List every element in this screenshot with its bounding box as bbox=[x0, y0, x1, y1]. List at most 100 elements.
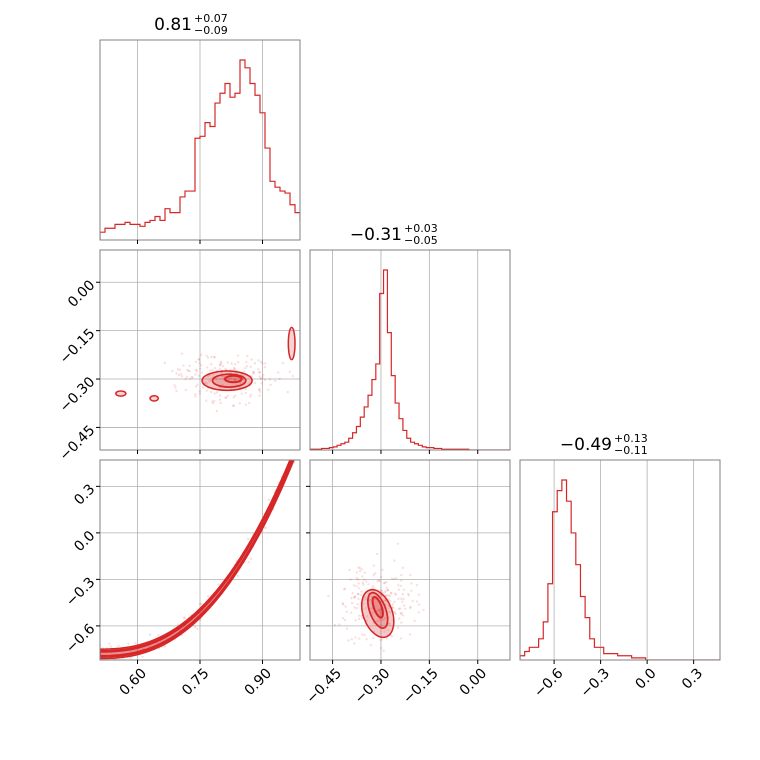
histogram-0 bbox=[100, 59, 300, 240]
sample-point bbox=[376, 619, 379, 622]
sample-point bbox=[184, 377, 187, 381]
sample-point bbox=[293, 450, 295, 452]
panel-title-plus-2: +0.13 bbox=[614, 432, 648, 445]
sample-point bbox=[381, 568, 384, 572]
histogram-group-1 bbox=[310, 269, 510, 450]
sample-point bbox=[398, 617, 401, 620]
contour-level-5 bbox=[287, 326, 296, 361]
sample-point bbox=[141, 655, 144, 658]
sample-point bbox=[367, 582, 370, 586]
sample-point bbox=[186, 368, 189, 372]
sample-point bbox=[198, 361, 201, 365]
sample-point bbox=[393, 559, 396, 562]
sample-point bbox=[341, 602, 344, 605]
sample-point bbox=[409, 573, 412, 577]
sample-point bbox=[193, 625, 197, 629]
sample-point bbox=[191, 376, 194, 379]
sample-point bbox=[372, 564, 376, 567]
sample-point bbox=[214, 377, 217, 381]
sample-point bbox=[215, 391, 219, 394]
sample-point bbox=[259, 377, 262, 380]
sample-point bbox=[253, 381, 257, 385]
scatter-panel-1-0 bbox=[115, 326, 296, 413]
sample-point bbox=[224, 396, 227, 399]
sample-point bbox=[211, 401, 215, 405]
panel-grid-1-1 bbox=[332, 250, 479, 450]
sample-point bbox=[194, 385, 198, 388]
sample-point bbox=[379, 612, 382, 615]
sample-point bbox=[194, 395, 197, 398]
sample-point bbox=[401, 593, 405, 596]
sample-point bbox=[258, 394, 261, 397]
sample-point bbox=[187, 369, 190, 373]
sample-point bbox=[200, 602, 203, 606]
sample-point bbox=[117, 644, 120, 648]
sample-point bbox=[195, 369, 199, 372]
panel-grid-0-0 bbox=[137, 40, 263, 240]
sample-point bbox=[238, 402, 241, 405]
sample-point bbox=[278, 377, 281, 380]
sample-point bbox=[417, 611, 420, 614]
sample-point bbox=[239, 381, 242, 385]
panel-grid-2-2 bbox=[553, 460, 695, 660]
sample-point bbox=[333, 623, 337, 627]
sample-point bbox=[222, 377, 225, 381]
sample-point bbox=[356, 603, 359, 606]
sample-point bbox=[342, 588, 346, 591]
tick-label-y: −0.30 bbox=[57, 374, 99, 416]
sample-point bbox=[148, 633, 152, 636]
sample-point bbox=[229, 387, 233, 390]
sample-point bbox=[401, 566, 405, 570]
sample-point bbox=[263, 378, 267, 382]
sample-point bbox=[274, 379, 277, 383]
panel-frame bbox=[309, 459, 511, 661]
sample-point bbox=[343, 587, 347, 590]
sample-point bbox=[361, 581, 365, 584]
sample-point bbox=[252, 372, 255, 375]
sample-point bbox=[258, 370, 261, 374]
sample-point bbox=[244, 391, 247, 395]
sample-point bbox=[234, 394, 237, 397]
sample-point bbox=[377, 609, 381, 612]
sample-point bbox=[401, 614, 405, 617]
sample-point bbox=[390, 592, 393, 595]
sample-point bbox=[360, 614, 363, 618]
sample-point bbox=[386, 589, 390, 592]
sample-point bbox=[364, 597, 368, 601]
sample-point bbox=[355, 571, 359, 574]
sample-point bbox=[344, 605, 347, 608]
sample-point bbox=[363, 595, 366, 599]
sample-point bbox=[410, 589, 413, 592]
sample-point bbox=[361, 633, 364, 636]
sample-point bbox=[240, 392, 243, 395]
sample-point bbox=[388, 594, 392, 598]
sample-point bbox=[404, 607, 407, 610]
sample-point bbox=[180, 352, 184, 355]
sample-point bbox=[389, 591, 393, 595]
sample-point bbox=[264, 362, 267, 365]
sample-point bbox=[232, 366, 236, 370]
sample-point bbox=[403, 604, 406, 607]
sample-point bbox=[259, 360, 263, 364]
sample-point bbox=[194, 368, 197, 372]
sample-point bbox=[369, 644, 373, 647]
sample-point bbox=[244, 403, 248, 406]
tick-label-x: −0.6 bbox=[531, 665, 566, 700]
tick-label-y: 0.00 bbox=[65, 277, 98, 310]
sample-point bbox=[163, 361, 166, 365]
panel-grid-2-1 bbox=[310, 460, 510, 660]
sample-point bbox=[134, 641, 137, 645]
sample-point bbox=[410, 582, 413, 585]
sample-point bbox=[205, 399, 208, 402]
sample-point bbox=[247, 560, 250, 564]
contour-level-1 bbox=[211, 373, 247, 388]
panel-frame bbox=[309, 249, 511, 451]
sample-point bbox=[205, 366, 209, 369]
sample-point bbox=[188, 377, 192, 381]
histogram-group-2 bbox=[520, 479, 720, 660]
sample-point bbox=[194, 373, 197, 376]
sample-point bbox=[210, 362, 213, 366]
sample-point bbox=[206, 595, 210, 598]
sample-point bbox=[188, 369, 191, 373]
sample-point bbox=[225, 396, 228, 400]
